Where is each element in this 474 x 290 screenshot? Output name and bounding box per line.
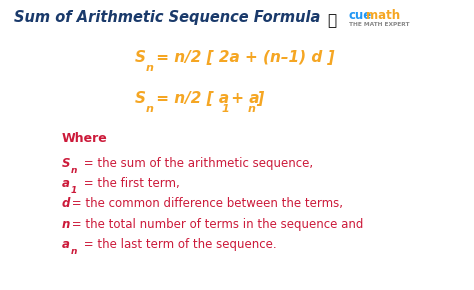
Text: = the first term,: = the first term,	[80, 177, 179, 190]
Text: = the total number of terms in the sequence and: = the total number of terms in the seque…	[68, 218, 364, 231]
Text: a: a	[62, 238, 70, 251]
Text: math: math	[366, 9, 401, 22]
Text: ]: ]	[252, 91, 264, 106]
Text: n: n	[62, 218, 70, 231]
Text: 🚀: 🚀	[327, 13, 337, 28]
Text: Sum of Arithmetic Sequence Formula: Sum of Arithmetic Sequence Formula	[14, 10, 320, 25]
Text: a: a	[62, 177, 70, 190]
Text: S: S	[135, 91, 146, 106]
Text: n: n	[71, 166, 77, 175]
Text: = the common difference between the terms,: = the common difference between the term…	[68, 197, 343, 210]
Text: Where: Where	[62, 132, 108, 145]
Text: S: S	[135, 50, 146, 65]
Text: S: S	[62, 157, 70, 170]
Text: = the last term of the sequence.: = the last term of the sequence.	[80, 238, 276, 251]
Text: n: n	[146, 63, 154, 73]
Text: n: n	[146, 104, 154, 114]
Text: n: n	[71, 247, 77, 256]
Text: + a: + a	[226, 91, 259, 106]
Text: = n/2 [ 2a + (n–1) d ]: = n/2 [ 2a + (n–1) d ]	[151, 50, 334, 65]
Text: = the sum of the arithmetic sequence,: = the sum of the arithmetic sequence,	[80, 157, 313, 170]
Text: n: n	[248, 104, 256, 114]
Text: 1: 1	[222, 104, 229, 114]
Text: = n/2 [ a: = n/2 [ a	[151, 91, 229, 106]
Text: THE MATH EXPERT: THE MATH EXPERT	[349, 22, 410, 27]
Text: cue: cue	[348, 9, 372, 22]
Text: d: d	[62, 197, 70, 210]
Text: 1: 1	[71, 186, 77, 195]
